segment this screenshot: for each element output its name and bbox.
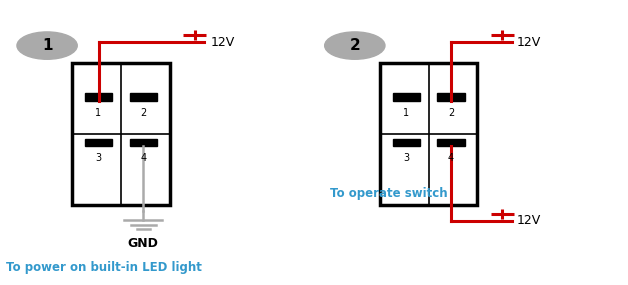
Bar xyxy=(72,63,170,205)
Bar xyxy=(380,63,477,205)
Text: 2: 2 xyxy=(140,108,146,118)
Bar xyxy=(392,93,420,101)
Text: 1: 1 xyxy=(95,108,102,118)
Bar xyxy=(129,93,157,101)
Circle shape xyxy=(17,32,77,59)
Circle shape xyxy=(325,32,385,59)
Bar xyxy=(437,139,465,146)
Text: 12V: 12V xyxy=(210,36,235,49)
Text: 1: 1 xyxy=(42,38,52,53)
Text: 12V: 12V xyxy=(516,36,541,49)
Text: To operate switch: To operate switch xyxy=(330,186,447,200)
Bar xyxy=(437,93,465,101)
Text: 2: 2 xyxy=(349,38,360,53)
Bar xyxy=(85,139,112,146)
Text: 1: 1 xyxy=(403,108,409,118)
Text: 3: 3 xyxy=(95,153,102,164)
Bar xyxy=(129,139,157,146)
Bar xyxy=(392,139,420,146)
Text: 2: 2 xyxy=(448,108,454,118)
Text: 3: 3 xyxy=(403,153,409,164)
Text: 12V: 12V xyxy=(516,214,541,227)
Text: 4: 4 xyxy=(448,153,454,164)
Bar xyxy=(85,93,112,101)
Text: To power on built-in LED light: To power on built-in LED light xyxy=(6,260,202,274)
Text: 4: 4 xyxy=(140,153,146,164)
Text: GND: GND xyxy=(128,237,159,250)
